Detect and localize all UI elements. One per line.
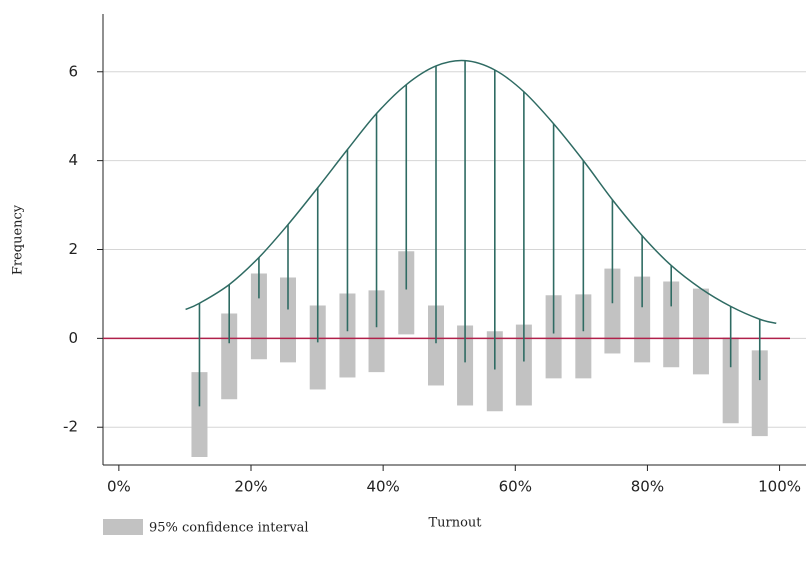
confidence-interval (457, 325, 474, 406)
y-tick-label: 0 (68, 329, 78, 347)
x-tick-label: 100% (758, 478, 801, 496)
x-tick-label: 0% (107, 478, 131, 496)
x-tick-label: 40% (366, 478, 399, 496)
confidence-interval (339, 293, 356, 378)
x-axis-label: Turnout (428, 516, 482, 531)
density-curve (185, 59, 777, 324)
confidence-interval (604, 268, 621, 354)
x-tick-label: 20% (234, 478, 267, 496)
confidence-interval (221, 313, 238, 400)
legend-label: 95% confidence interval (149, 521, 309, 536)
confidence-interval (191, 372, 208, 458)
x-tick-label: 60% (499, 478, 532, 496)
confidence-interval (634, 276, 651, 363)
confidence-interval (486, 331, 503, 412)
confidence-interval (722, 337, 739, 424)
confidence-interval (368, 290, 385, 373)
y-tick-label: -2 (63, 418, 78, 436)
confidence-interval (545, 295, 562, 379)
y-tick-label: 4 (68, 151, 78, 169)
confidence-interval (751, 350, 768, 437)
y-tick-label: 2 (68, 240, 78, 258)
legend-swatch (103, 519, 143, 535)
y-tick-label: 6 (68, 62, 78, 80)
confidence-interval (515, 324, 532, 406)
confidence-interval (398, 251, 415, 335)
confidence-interval (575, 294, 592, 379)
confidence-interval (280, 277, 296, 363)
confidence-interval (692, 288, 709, 375)
confidence-interval (309, 305, 326, 390)
confidence-interval (663, 281, 680, 368)
x-tick-label: 80% (631, 478, 664, 496)
confidence-interval (428, 305, 444, 386)
y-axis-label: Frequency (11, 204, 26, 275)
